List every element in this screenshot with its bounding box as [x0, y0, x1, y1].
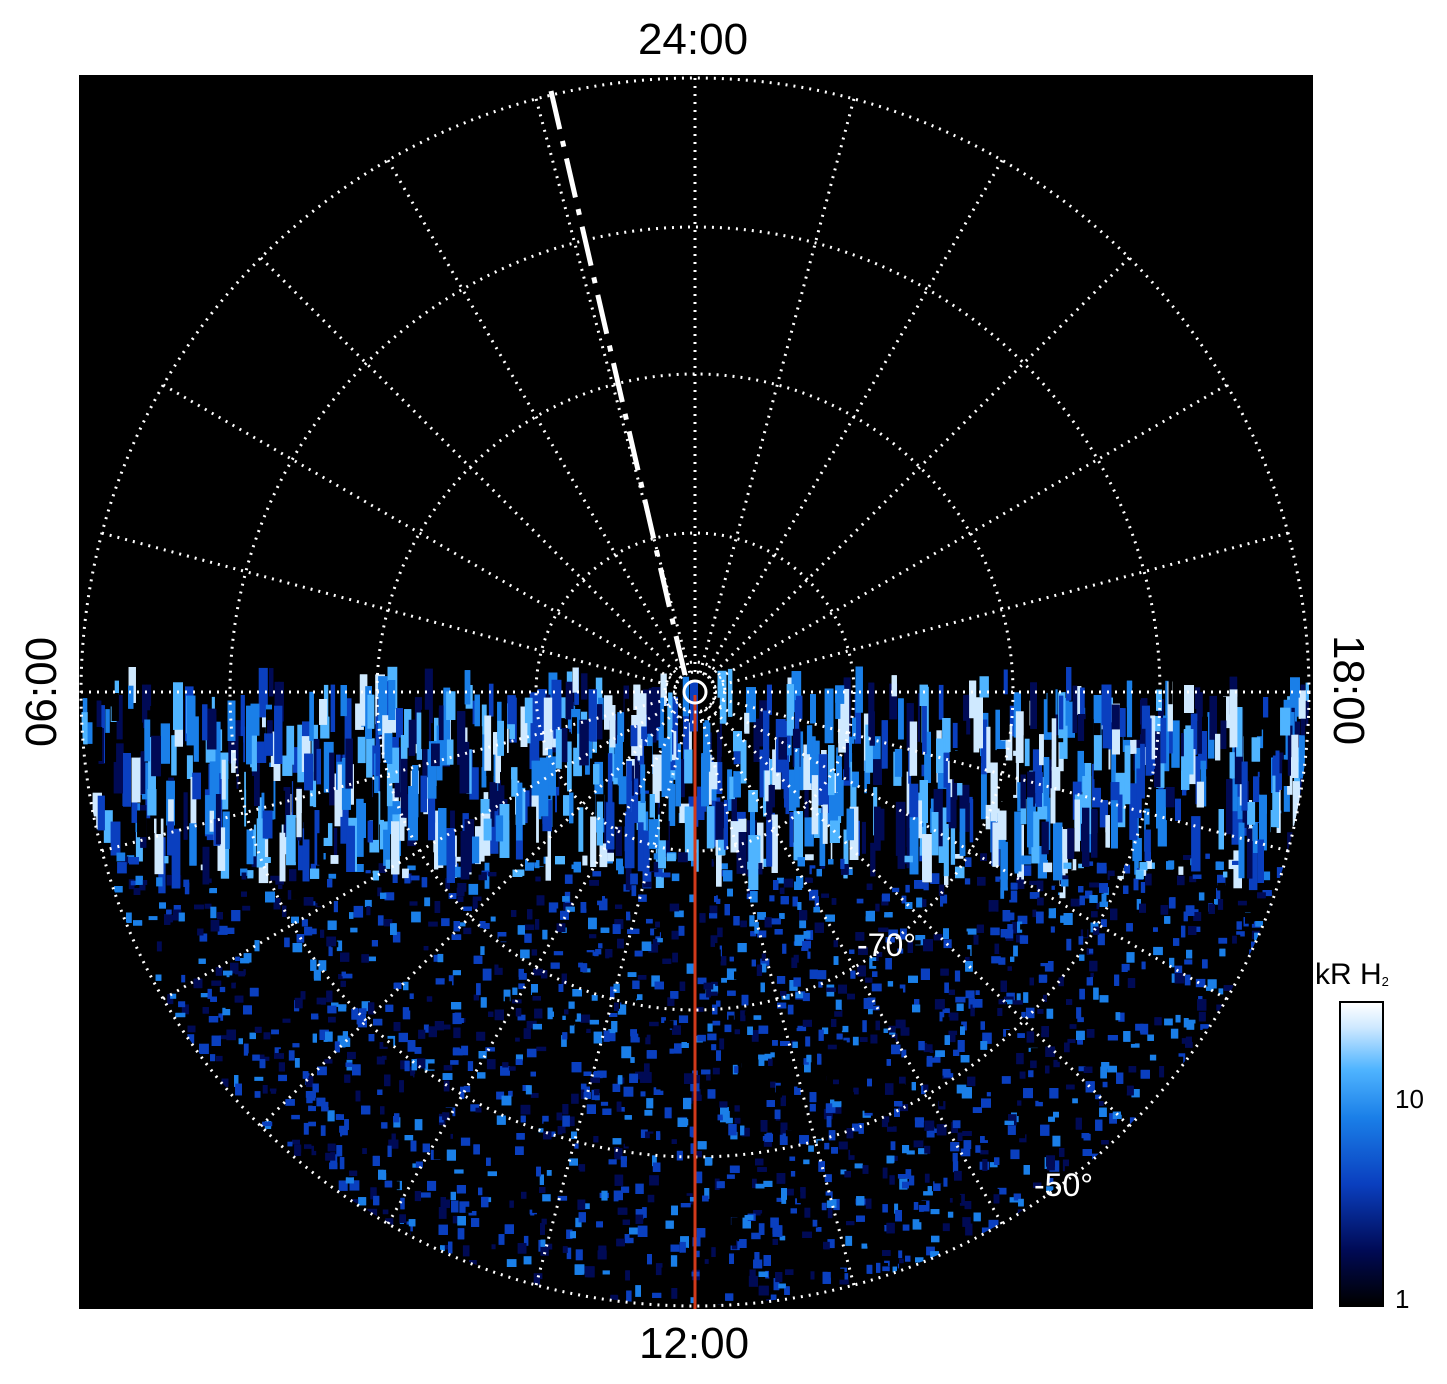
meridian-line — [713, 531, 1289, 689]
meridian-line — [101, 531, 677, 689]
dashed-meridian-line — [548, 90, 688, 676]
pole-marker-outer — [673, 670, 717, 714]
meridian-line — [101, 695, 677, 853]
meridian-line — [703, 708, 1004, 1225]
meridian-line — [711, 383, 1228, 684]
meridian-line — [703, 159, 1004, 676]
pole-marker — [682, 679, 708, 705]
meridian-line — [711, 700, 1228, 1001]
lat-label-70: -70° — [857, 927, 916, 963]
lat-label-50: -50° — [1034, 1167, 1093, 1203]
meridian-line — [386, 708, 687, 1225]
meridian-line — [698, 710, 856, 1286]
latitude-circle — [228, 225, 1162, 1159]
meridian-line — [162, 700, 679, 1001]
meridian-line — [162, 383, 679, 684]
colorbar-title: kR H2 — [1315, 958, 1389, 991]
local-time-label-dawn: 06:00 — [17, 636, 66, 748]
colorbar — [1339, 1001, 1384, 1307]
polar-plot: -70° -50° — [79, 75, 1313, 1309]
colorbar-tick-label: 10 — [1395, 1084, 1424, 1114]
meridian-line — [259, 256, 682, 679]
meridian-line — [708, 256, 1131, 679]
meridian-line — [386, 159, 687, 676]
colorbar-tick-label: 1 — [1395, 1284, 1410, 1314]
meridian-line — [713, 695, 1289, 853]
local-time-label-midnight: 24:00 — [637, 15, 749, 64]
local-time-label-dusk: 18:00 — [1324, 634, 1373, 746]
meridian-line — [708, 705, 1131, 1128]
meridian-line — [534, 710, 692, 1286]
meridian-line — [698, 98, 856, 674]
local-time-label-noon: 12:00 — [638, 1319, 750, 1368]
meridian-line — [259, 705, 682, 1128]
meridian-line — [534, 98, 692, 674]
aurora-emission — [81, 665, 1309, 1305]
